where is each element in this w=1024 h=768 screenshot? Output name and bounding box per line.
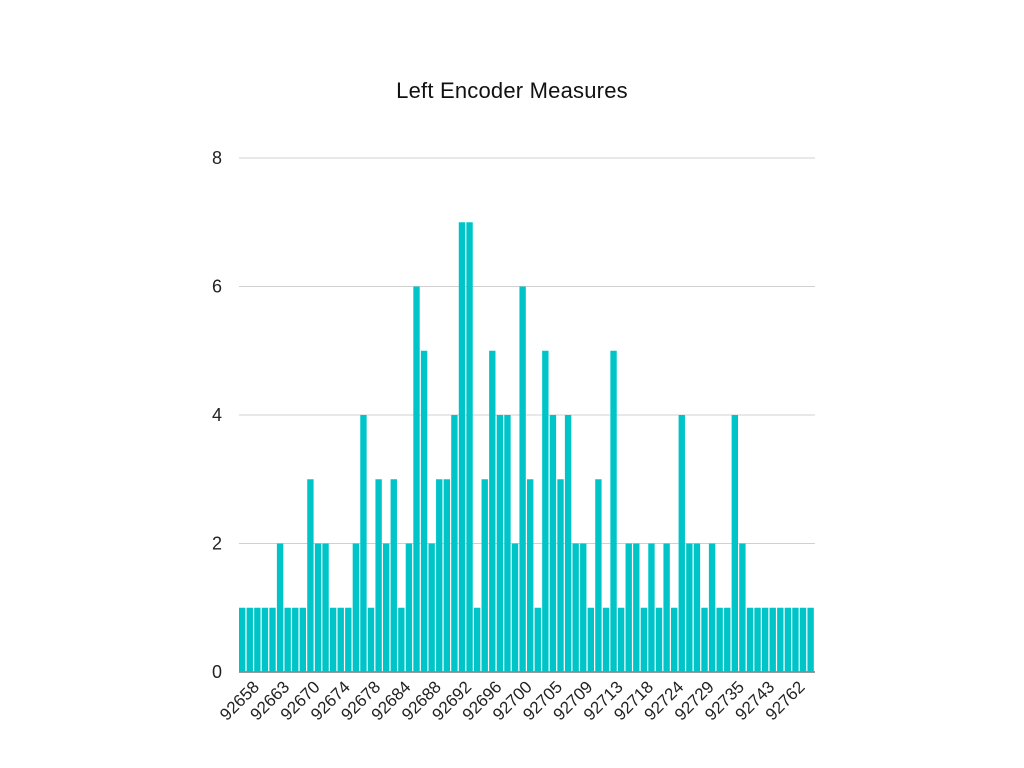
bar [557,479,564,672]
bar [716,607,723,672]
bar [428,543,435,672]
bar [299,607,307,672]
bar [731,415,739,672]
bar [625,543,632,672]
bar [542,350,549,672]
bar [527,479,534,672]
bar [807,607,814,672]
bar [595,479,602,672]
bar [701,607,708,672]
bar [511,543,519,672]
bar [580,543,587,672]
bar [549,415,557,672]
bar [337,607,344,672]
bar [784,607,792,672]
bar [398,607,405,672]
bar [799,607,807,672]
bar [292,607,299,672]
bar [724,607,731,672]
bar [473,607,481,672]
bar [769,607,776,672]
y-tick-label: 4 [212,405,222,425]
bar [489,350,496,672]
bar [352,543,360,672]
bar [360,415,367,672]
y-tick-label: 6 [212,277,222,297]
bar [693,543,701,672]
bar [519,286,526,672]
y-tick-label: 8 [212,148,222,168]
bar [761,607,769,672]
bar [239,607,246,672]
bar [686,543,693,672]
bar [648,543,655,672]
bar [307,479,314,672]
bars [239,222,814,672]
bar [534,607,541,672]
bar [739,543,746,672]
bar [481,479,488,672]
bar [254,607,261,672]
bar [655,607,663,672]
bar [496,415,504,672]
bar [678,415,685,672]
chart-title: Left Encoder Measures [396,78,628,103]
bar [413,286,420,672]
bar [610,350,617,672]
bar [617,607,625,672]
bar [663,543,670,672]
bar [367,607,375,672]
bar [390,479,397,672]
bar [375,479,382,672]
bar [754,607,761,672]
bar [458,222,466,672]
bar [466,222,473,672]
bar [246,607,253,672]
bar [564,415,572,672]
bar [602,607,610,672]
bar [405,543,413,672]
bar [276,543,284,672]
bar [587,607,595,672]
bar [671,607,678,672]
bar [261,607,269,672]
bar [345,607,352,672]
bar [708,543,716,672]
bar [640,607,648,672]
bar [269,607,276,672]
y-axis-ticks: 0 2 4 6 8 [212,148,222,682]
bar [420,350,428,672]
y-tick-label: 0 [212,662,222,682]
bar [443,479,451,672]
bar [504,415,511,672]
bar [746,607,754,672]
bar [284,607,291,672]
bar [777,607,784,672]
bar [451,415,458,672]
bar [633,543,640,672]
bar [792,607,799,672]
bar [322,543,329,672]
bar [329,607,337,672]
bar [572,543,579,672]
y-tick-label: 2 [212,534,222,554]
bar [383,543,390,672]
bar [314,543,322,672]
bar [436,479,443,672]
x-axis-ticks: 9265892663926709267492678926849268892692… [216,677,808,724]
